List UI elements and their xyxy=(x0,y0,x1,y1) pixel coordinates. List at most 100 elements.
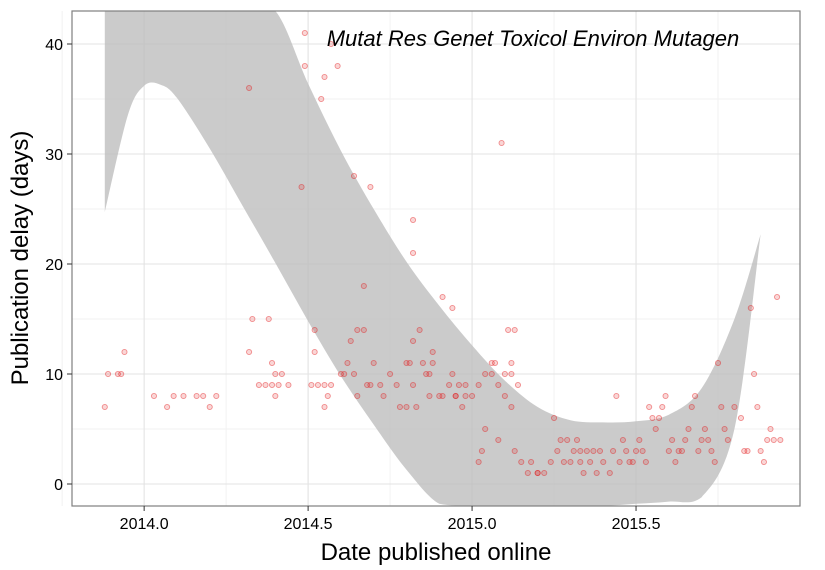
data-point xyxy=(482,425,489,433)
data-point xyxy=(551,414,558,422)
data-point xyxy=(469,392,476,400)
data-point xyxy=(416,326,423,334)
data-point xyxy=(206,403,213,411)
data-point xyxy=(268,381,276,389)
data-point xyxy=(557,436,564,444)
data-point xyxy=(724,436,731,444)
data-point xyxy=(278,370,285,378)
data-point xyxy=(459,403,466,411)
data-point xyxy=(272,370,279,378)
data-point xyxy=(364,381,371,389)
data-point xyxy=(511,447,518,455)
data-point xyxy=(767,425,774,433)
data-point xyxy=(318,95,325,103)
data-point xyxy=(534,469,541,477)
data-point xyxy=(170,392,177,400)
data-point xyxy=(639,447,646,455)
x-axis-title: Date published online xyxy=(321,539,552,566)
data-point xyxy=(596,447,604,455)
data-point xyxy=(328,381,335,389)
data-point xyxy=(534,469,541,477)
data-point xyxy=(308,381,315,389)
x-tick-label: 2015.5 xyxy=(612,516,661,533)
data-point xyxy=(773,293,781,301)
data-point xyxy=(370,359,377,367)
data-point xyxy=(360,282,367,290)
y-tick-label: 10 xyxy=(45,367,63,384)
data-point xyxy=(268,359,276,367)
data-point xyxy=(409,337,417,345)
data-point xyxy=(619,436,626,444)
x-tick-label: 2014.5 xyxy=(284,516,333,533)
data-point xyxy=(508,403,515,411)
data-point xyxy=(731,403,738,411)
panel-border xyxy=(71,10,801,507)
data-point xyxy=(462,392,469,400)
data-point xyxy=(672,458,679,466)
data-point xyxy=(409,381,417,389)
data-point xyxy=(495,381,502,389)
data-point xyxy=(350,370,358,378)
data-point xyxy=(514,381,522,389)
data-point xyxy=(701,425,708,433)
data-point xyxy=(682,436,689,444)
data-point xyxy=(393,381,400,389)
data-point xyxy=(508,370,515,378)
data-point xyxy=(478,447,485,455)
data-point xyxy=(406,359,413,367)
data-point xyxy=(577,447,584,455)
data-point xyxy=(344,359,351,367)
data-point xyxy=(642,458,649,466)
data-point xyxy=(121,348,128,356)
data-point xyxy=(321,381,328,389)
data-point xyxy=(547,458,554,466)
data-point xyxy=(396,403,403,411)
data-point xyxy=(678,447,685,455)
data-point xyxy=(692,392,699,400)
data-point xyxy=(426,392,433,400)
data-point xyxy=(403,403,410,411)
data-point xyxy=(764,436,771,444)
data-point xyxy=(600,458,607,466)
data-point xyxy=(652,425,659,433)
data-point xyxy=(324,392,331,400)
data-point xyxy=(770,436,777,444)
data-point xyxy=(583,447,590,455)
data-point xyxy=(577,458,584,466)
data-point xyxy=(429,359,436,367)
data-point xyxy=(429,348,436,356)
data-point xyxy=(688,403,695,411)
data-point xyxy=(249,315,256,323)
data-point xyxy=(409,216,417,224)
data-point xyxy=(114,370,121,378)
data-point xyxy=(623,447,630,455)
data-point xyxy=(321,403,328,411)
data-point xyxy=(747,304,754,312)
data-point xyxy=(409,249,417,257)
data-point xyxy=(629,458,636,466)
data-point xyxy=(501,392,508,400)
data-point xyxy=(380,392,387,400)
data-point xyxy=(708,447,715,455)
data-point xyxy=(751,370,758,378)
data-point xyxy=(246,84,253,92)
data-point xyxy=(610,447,617,455)
journal-annotation: Mutat Res Genet Toxicol Environ Mutagen xyxy=(327,26,740,51)
data-point xyxy=(118,370,125,378)
data-point xyxy=(321,73,328,81)
data-point xyxy=(714,359,722,367)
y-axis-title: Publication delay (days) xyxy=(7,131,34,386)
data-point xyxy=(498,139,505,147)
data-point xyxy=(314,381,321,389)
data-point xyxy=(636,436,643,444)
data-point xyxy=(488,359,495,367)
data-point xyxy=(508,359,515,367)
data-point xyxy=(698,436,705,444)
data-point xyxy=(301,29,308,37)
data-point xyxy=(350,172,358,180)
data-point xyxy=(272,392,279,400)
data-point xyxy=(328,40,335,48)
data-point xyxy=(570,447,577,455)
data-point xyxy=(213,392,220,400)
